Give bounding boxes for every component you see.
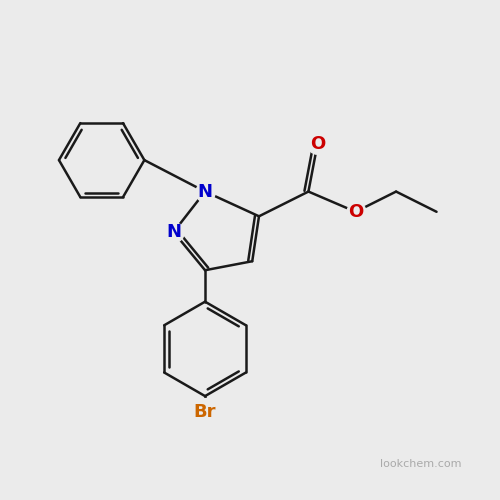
Text: O: O	[310, 136, 325, 154]
Text: Br: Br	[194, 403, 216, 421]
Text: N: N	[166, 223, 181, 241]
Text: O: O	[348, 203, 364, 221]
Text: lookchem.com: lookchem.com	[380, 458, 462, 468]
Text: N: N	[198, 182, 212, 200]
